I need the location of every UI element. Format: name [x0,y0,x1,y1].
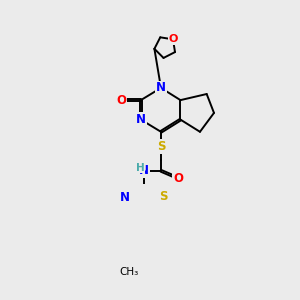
Text: O: O [168,34,178,44]
Text: CH₃: CH₃ [119,267,138,277]
Text: N: N [139,164,149,177]
Text: N: N [136,113,146,126]
Text: H: H [136,163,144,173]
Text: N: N [156,81,166,94]
Text: S: S [159,190,168,203]
Text: O: O [116,94,126,106]
Text: S: S [157,140,165,153]
Text: O: O [173,172,183,184]
Text: N: N [119,191,129,204]
